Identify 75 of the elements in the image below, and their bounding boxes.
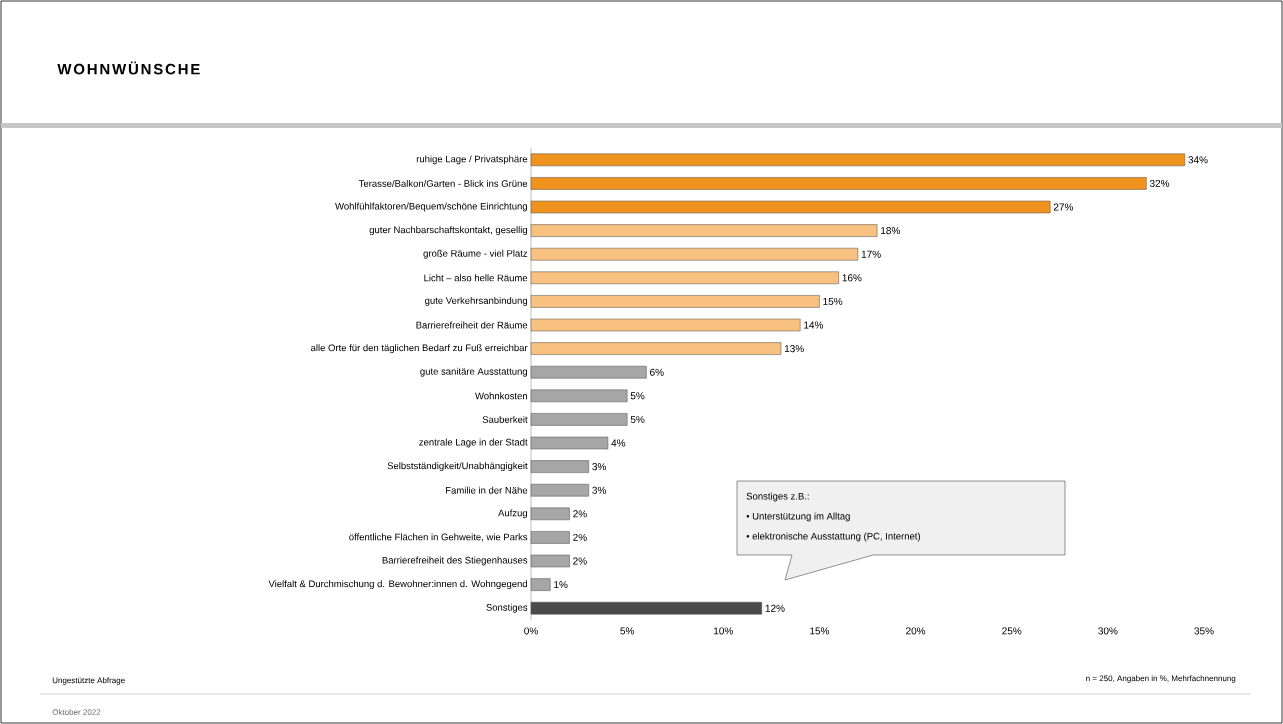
y-tick-label: große Räume - viel Platz [423, 249, 528, 259]
text: Ungestützte Abfrage [52, 677, 125, 685]
bar [530, 365, 647, 379]
y-tick-label: Sonstiges [486, 603, 528, 613]
bar [530, 531, 570, 544]
data-label: 1% [554, 581, 568, 589]
x-tick-label: 10% [714, 627, 733, 635]
x-tick-label: 20% [906, 627, 926, 635]
bar [530, 200, 1051, 214]
bar [530, 224, 878, 237]
annotation: • Unterstützung im Alltag [746, 512, 850, 522]
data-label: 13% [784, 345, 804, 353]
data-label: 32% [1149, 179, 1170, 187]
data-label: 17% [861, 250, 881, 258]
y-tick-label: Sauberkeit [482, 415, 528, 423]
bar [530, 295, 820, 308]
data-label: 34% [1188, 156, 1208, 164]
bar [530, 247, 859, 261]
data-label: 5% [630, 392, 645, 400]
y-tick-label: Vielfalt & Durchmischung d. Bewohner:innen d. Wohngegend [268, 580, 527, 590]
bar [530, 436, 609, 450]
bar [530, 483, 589, 497]
y-tick-label: alle Orte für den täglichen Bedarf zu Fuß erreichbar [311, 344, 528, 354]
data-label: 27% [1053, 203, 1074, 211]
x-tick-label: 5% [620, 627, 635, 635]
bar [530, 601, 762, 615]
data-label: 15% [823, 297, 843, 305]
y-tick-label: Wohnkosten [475, 392, 528, 400]
bar [530, 153, 1186, 167]
text: Oktober 2022 [52, 709, 101, 715]
bar [530, 460, 589, 473]
data-label: 2% [573, 557, 587, 565]
y-tick-label: Terasse/Balkon/Garten - Blick ins Grüne [358, 179, 528, 187]
y-tick-label: guter Nachbarschaftskontakt, gesellig [369, 226, 527, 236]
bar [530, 318, 801, 332]
x-tick-label: 35% [1194, 627, 1214, 635]
data-label: 3% [592, 463, 606, 471]
data-label: 16% [842, 274, 862, 282]
y-tick-label: Licht – also helle Räume [424, 274, 528, 282]
data-label: 18% [881, 227, 900, 235]
data-label: 5% [630, 415, 645, 423]
x-tick-label: 15% [810, 627, 830, 635]
y-tick-label: Familie in der Nähe [446, 486, 528, 494]
y-tick-label: gute Verkehrsanbindung [425, 296, 528, 306]
bar [530, 271, 839, 285]
bar [530, 389, 628, 403]
annotation: Sonstiges z.B.: [746, 492, 809, 502]
data-label: 14% [804, 321, 824, 329]
y-tick-label: Aufzug [498, 509, 528, 519]
data-label: 2% [573, 510, 587, 518]
bar [530, 578, 551, 591]
data-label: 6% [650, 368, 664, 376]
y-tick-label: Wohlfühlfaktoren/Bequem/schöne Einrichtung [335, 202, 527, 212]
y-tick-label: gute sanitäre Ausstattung [420, 367, 528, 377]
data-label: 12% [765, 604, 785, 612]
bar [530, 554, 570, 568]
y-tick-label: ruhige Lage / Privatsphäre [416, 155, 528, 165]
x-tick-label: 0% [524, 627, 538, 635]
bar [530, 342, 782, 355]
y-tick-label: zentrale Lage in der Stadt [419, 438, 528, 448]
y-tick-label: Selbstständigkeit/Unabhängigkeit [387, 462, 528, 472]
bar [530, 177, 1147, 190]
data-label: 2% [573, 533, 587, 541]
y-tick-label: öffentliche Flächen in Gehweite, wie Parks [349, 533, 528, 542]
text: WOHNWÜNSCHE [57, 61, 200, 75]
y-tick-label: Barrierefreiheit des Stiegenhauses [382, 556, 528, 566]
y-tick-label: Barrierefreiheit der Räume [416, 321, 528, 329]
x-tick-label: 30% [1098, 627, 1118, 635]
data-label: 3% [592, 486, 606, 494]
x-tick-label: 25% [1002, 627, 1022, 635]
bar [530, 507, 570, 521]
bar [530, 413, 628, 426]
annotation: • elektronische Ausstattung (PC, Internet) [746, 532, 921, 542]
text: n = 250, Angaben in %, Mehrfachnennung [1086, 675, 1236, 683]
data-label: 4% [611, 439, 626, 447]
